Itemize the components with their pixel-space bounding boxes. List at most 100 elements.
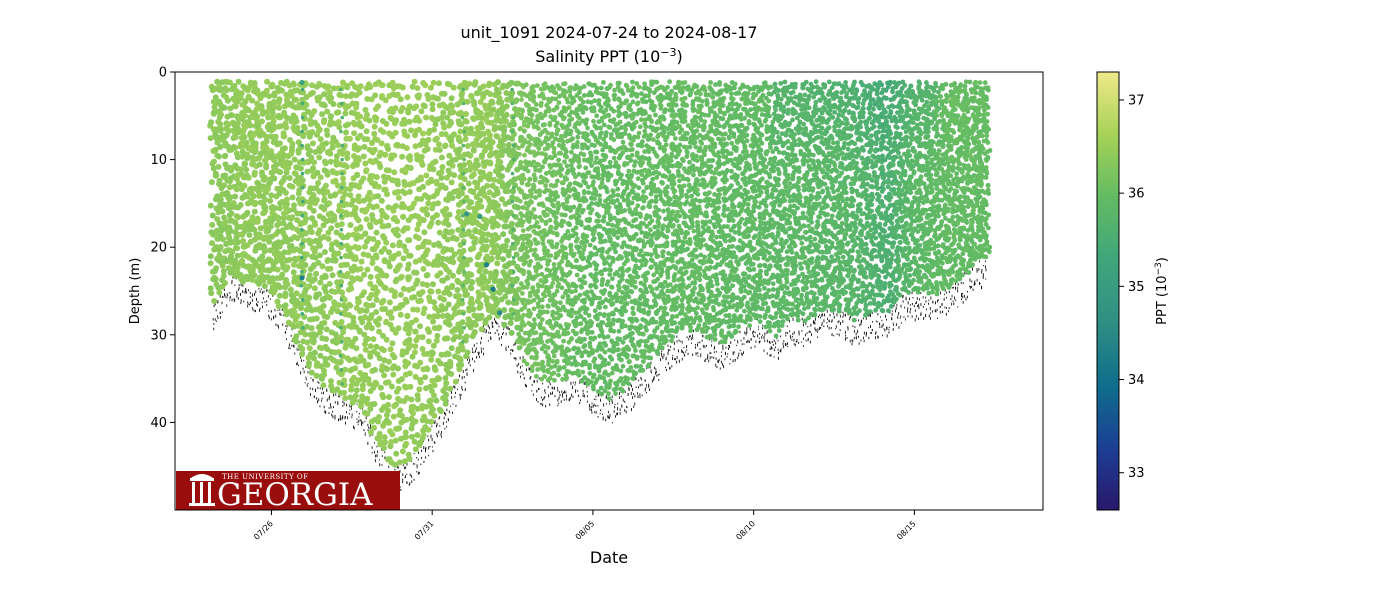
bottom-ping [495,320,496,324]
salinity-point [295,300,302,307]
salinity-point [565,99,571,105]
bottom-ping [226,296,228,299]
bottom-ping [242,291,244,294]
salinity-point [429,406,436,413]
bottom-ping [981,268,983,272]
salinity-point [308,325,315,332]
bottom-ping [452,403,454,405]
salinity-point [399,84,406,91]
bottom-ping [719,367,721,370]
bottom-ping [899,317,901,319]
salinity-point [264,78,271,85]
salinity-point [449,228,455,235]
salinity-point [222,280,228,286]
bottom-ping [304,382,306,384]
bottom-ping [510,352,512,355]
bottom-ping [264,301,266,303]
bottom-ping [766,352,768,355]
bottom-ping [743,343,745,345]
bottom-ping [219,316,221,319]
bottom-ping [416,457,418,459]
bottom-ping [758,328,759,330]
bottom-ping [343,402,345,406]
salinity-point [207,285,214,292]
salinity-point [526,330,531,336]
salinity-point [244,155,251,162]
salinity-point [555,194,560,199]
salinity-point [424,211,431,218]
bottom-ping [341,416,343,420]
bottom-ping [436,422,438,426]
bottom-ping [676,356,678,360]
salinity-point [335,250,342,257]
bottom-ping [236,290,238,294]
bottom-ping [319,387,321,390]
bottom-ping [842,315,844,318]
salinity-point [249,214,256,221]
bottom-ping [496,329,498,332]
bottom-ping [701,339,703,342]
salinity-point [373,252,380,259]
salinity-point [323,336,330,342]
bottom-ping [240,282,242,286]
salinity-point [344,270,351,277]
bottom-ping [979,282,981,285]
salinity-point [261,248,268,255]
salinity-point [546,107,552,113]
salinity-point [374,288,381,295]
bottom-ping [275,323,277,327]
bottom-ping [558,402,560,405]
salinity-point [538,264,544,270]
salinity-point [355,157,362,164]
salinity-point [375,193,382,200]
salinity-point [394,141,401,148]
salinity-point [276,96,283,103]
salinity-point [242,123,249,130]
salinity-point [232,134,239,141]
salinity-point [531,89,537,94]
salinity-point [214,139,221,146]
salinity-point [410,410,416,417]
salinity-point [534,220,540,225]
salinity-point [357,265,364,272]
bottom-ping [459,374,460,378]
bottom-ping [554,386,555,390]
salinity-point [420,183,427,190]
bottom-ping [785,331,787,335]
bottom-ping [605,395,607,398]
salinity-point [517,151,522,157]
bottom-ping [468,362,470,365]
bottom-ping [821,322,823,325]
bottom-ping [342,400,344,403]
salinity-point [294,124,301,131]
salinity-point [460,247,467,254]
salinity-point [559,266,564,272]
bottom-ping [826,322,828,324]
bottom-ping [716,366,718,369]
bottom-ping [697,342,699,344]
salinity-point [342,110,349,117]
salinity-point [220,272,227,279]
bottom-ping [607,415,609,418]
salinity-point [237,231,244,238]
bottom-ping [846,337,848,339]
salinity-point [261,204,268,211]
salinity-profiles [207,78,993,468]
salinity-point [320,101,327,108]
salinity-point [275,228,282,235]
bottom-ping [915,301,917,305]
bottom-ping [903,316,905,318]
bottom-ping [935,310,937,313]
bottom-ping [829,314,831,317]
salinity-point [269,155,276,162]
salinity-point [532,175,538,181]
bottom-ping [444,412,445,415]
salinity-point [392,203,399,209]
bottom-ping [836,333,838,335]
salinity-point [254,113,261,120]
bottom-ping [737,356,739,360]
bottom-ping [762,327,763,330]
salinity-point [310,140,316,147]
salinity-point [291,308,298,315]
bottom-ping [277,324,279,327]
